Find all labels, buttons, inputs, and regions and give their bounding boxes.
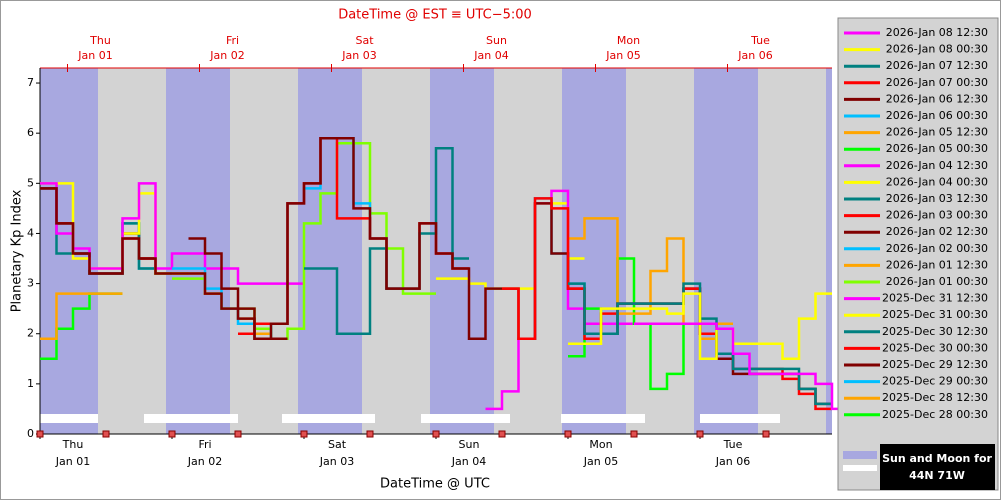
sun-swatch [843, 451, 877, 459]
legend-label: 2025-Dec 28 12:30 [882, 391, 988, 404]
legend-label: 2026-Jan 07 12:30 [886, 59, 988, 72]
x-tick-label: Jan 02 [187, 455, 222, 468]
x2-tick-label: Jan 06 [737, 49, 772, 62]
x2-tick-day: Sun [486, 34, 507, 47]
note-box [880, 444, 995, 490]
background: 0 1 2 3 4 5 6 7 Thu Jan 01 Fri Jan 02 Sat Jan 03 Sun Ja… [27, 34, 832, 468]
x-tick-day: Sun [459, 438, 480, 451]
x2-tick-day: Fri [226, 34, 239, 47]
x-tick-label: Jan 04 [451, 455, 486, 468]
note-location: 44N 71W [909, 469, 965, 482]
x2-tick-label: Jan 01 [77, 49, 112, 62]
y-tick-label: 5 [27, 176, 34, 189]
sun-marker [498, 430, 506, 438]
sun-marker [696, 430, 704, 438]
note-title: Sun and Moon for [882, 452, 992, 465]
legend-label: 2026-Jan 01 12:30 [886, 258, 988, 271]
x2-tick-label: Jan 03 [341, 49, 376, 62]
series-line [568, 217, 733, 340]
x-tick-label: Jan 03 [319, 455, 354, 468]
legend-label: 2026-Jan 02 12:30 [886, 225, 988, 238]
series-line [568, 257, 700, 391]
night-band [562, 68, 626, 434]
night-band [694, 68, 758, 434]
legend-label: 2026-Jan 04 12:30 [886, 159, 988, 172]
moon-band [40, 414, 98, 423]
sun-marker [300, 430, 308, 438]
sun-marker [102, 430, 110, 438]
legend-label: 2026-Jan 07 00:30 [886, 76, 988, 89]
moon-band [282, 414, 375, 423]
legend-label: 2025-Dec 28 00:30 [882, 408, 988, 421]
legend-label: 2026-Jan 04 00:30 [886, 175, 988, 188]
legend-label: 2026-Jan 03 00:30 [886, 209, 988, 222]
series-line [568, 292, 832, 361]
x-tick-day: Sat [328, 438, 347, 451]
night-band [298, 68, 362, 434]
y-tick-label: 7 [27, 76, 34, 89]
x-tick-day: Fri [198, 438, 211, 451]
sun-marker [630, 430, 638, 438]
x-tick-label: Jan 05 [583, 455, 618, 468]
x2-tick-label: Jan 05 [605, 49, 640, 62]
legend-label: 2025-Dec 29 12:30 [882, 358, 988, 371]
legend-label: 2025-Dec 31 00:30 [882, 308, 988, 321]
legend-label: 2026-Jan 06 12:30 [886, 92, 988, 105]
sun-marker [564, 430, 572, 438]
moon-band [144, 414, 238, 423]
legend-label: 2025-Dec 29 00:30 [882, 375, 988, 388]
legend-label: 2026-Jan 01 00:30 [886, 275, 988, 288]
x2-tick-day: Mon [617, 34, 640, 47]
x2-tick-label: Jan 04 [473, 49, 508, 62]
x-axis-label: DateTime @ UTC [380, 477, 490, 492]
x2-tick-label: Jan 02 [209, 49, 244, 62]
legend-label: 2026-Jan 08 00:30 [886, 43, 988, 56]
y-tick-label: 3 [27, 277, 34, 290]
legend-label: 2026-Jan 08 12:30 [886, 26, 988, 39]
x2-tick-day: Thu [89, 34, 111, 47]
y-tick-label: 2 [27, 327, 34, 340]
legend-label: 2025-Dec 31 12:30 [882, 292, 988, 305]
legend-label: 2026-Jan 02 00:30 [886, 242, 988, 255]
chart-title: DateTime @ EST ≡ UTC−5:00 [338, 8, 532, 23]
y-axis-label: Planetary Kp Index [10, 189, 25, 312]
moon-swatch [843, 465, 877, 471]
x-tick-day: Tue [723, 438, 743, 451]
sun-marker [234, 430, 242, 438]
x-tick-label: Jan 01 [55, 455, 90, 468]
night-band [826, 68, 832, 434]
sun-marker [36, 430, 44, 438]
x-tick-day: Mon [589, 438, 612, 451]
legend-label: 2026-Jan 03 12:30 [886, 192, 988, 205]
legend-label: 2025-Dec 30 12:30 [882, 325, 988, 338]
series-line [634, 322, 849, 411]
night-band [430, 68, 494, 434]
legend-label: 2026-Jan 05 00:30 [886, 142, 988, 155]
legend-label: 2026-Jan 05 12:30 [886, 126, 988, 139]
x-tick-day: Thu [62, 438, 84, 451]
y-tick-label: 6 [27, 126, 34, 139]
moon-band [700, 414, 780, 423]
sun-marker [762, 430, 770, 438]
series-line [40, 292, 123, 340]
x-tick-label: Jan 06 [715, 455, 750, 468]
plot [40, 136, 849, 411]
y-tick-label: 4 [27, 226, 34, 239]
x2-tick-day: Sat [355, 34, 374, 47]
legend-label: 2026-Jan 06 00:30 [886, 109, 988, 122]
x2-tick-day: Tue [750, 34, 770, 47]
night-band [166, 68, 230, 434]
series-line [40, 182, 304, 285]
sun-marker [432, 430, 440, 438]
legend [837, 17, 999, 491]
y-tick-label: 1 [27, 377, 34, 390]
moon-band [561, 414, 645, 423]
sun-marker [168, 430, 176, 438]
legend-label: 2025-Dec 30 00:30 [882, 341, 988, 354]
legend-entries: 2026-Jan 08 12:30 2026-Jan 08 00:30 2026-J… [844, 26, 988, 421]
moon-band [421, 414, 510, 423]
sun-marker [366, 430, 374, 438]
y-tick-label: 0 [27, 427, 34, 440]
